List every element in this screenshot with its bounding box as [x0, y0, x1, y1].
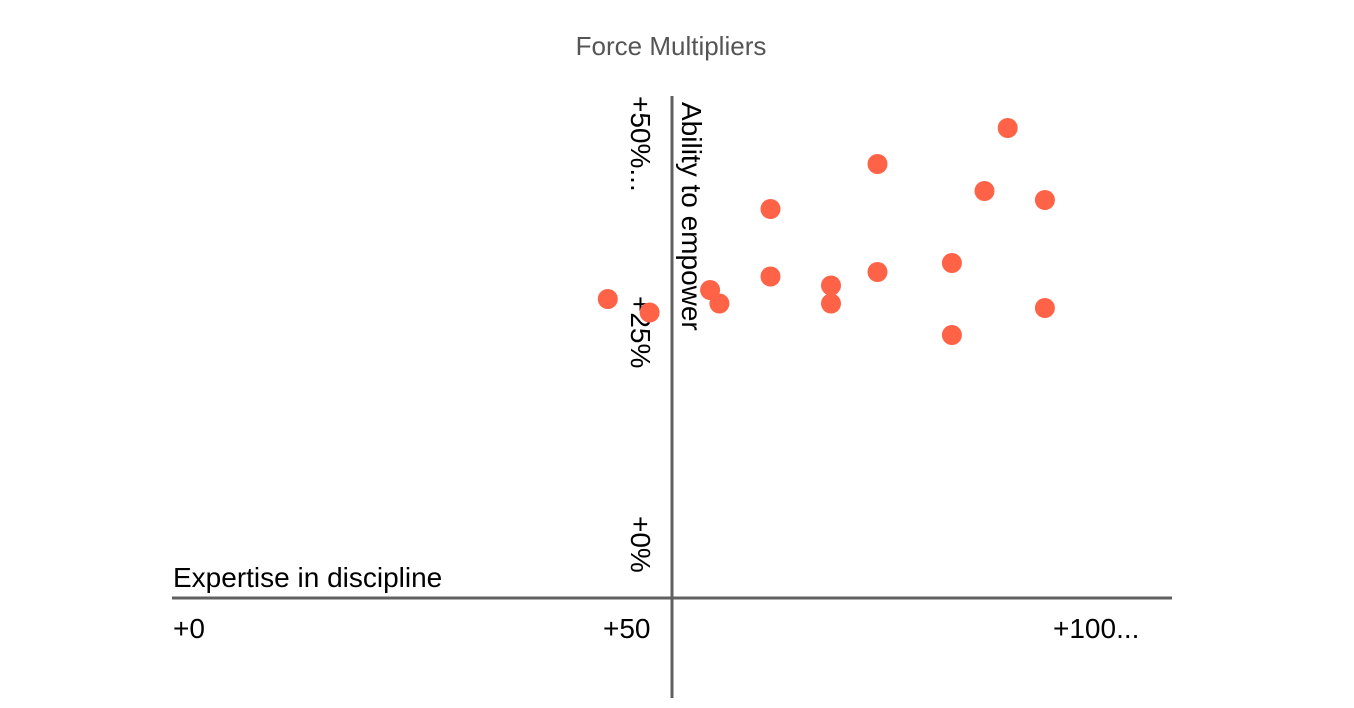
x-tick-label: +100... — [1053, 613, 1139, 644]
scatter-points — [597, 118, 1055, 345]
data-point — [867, 154, 888, 174]
data-point — [941, 253, 962, 273]
x-tick-label: +0 — [173, 613, 205, 644]
y-axis-label: Ability to empower — [676, 102, 707, 331]
chart-title: Force Multipliers — [576, 31, 767, 61]
data-point — [821, 293, 841, 314]
data-point — [821, 275, 841, 296]
data-point — [760, 266, 781, 287]
data-point — [997, 118, 1018, 138]
data-point — [639, 302, 660, 323]
data-point — [941, 325, 962, 345]
data-point — [597, 289, 618, 309]
y-tick-label: +50%... — [625, 96, 656, 192]
y-tick-label: +0% — [625, 516, 656, 573]
data-point — [709, 293, 730, 314]
x-tick-labels: +0 +50 +100... — [173, 613, 1139, 644]
data-point — [1034, 190, 1055, 210]
data-point — [760, 199, 781, 219]
y-tick-labels: +0% +25% +50%... — [625, 96, 656, 573]
x-tick-label: +50 — [603, 613, 651, 644]
x-axis-label: Expertise in discipline — [173, 562, 442, 593]
data-point — [1034, 298, 1055, 318]
data-point — [867, 262, 888, 282]
data-point — [974, 181, 995, 201]
